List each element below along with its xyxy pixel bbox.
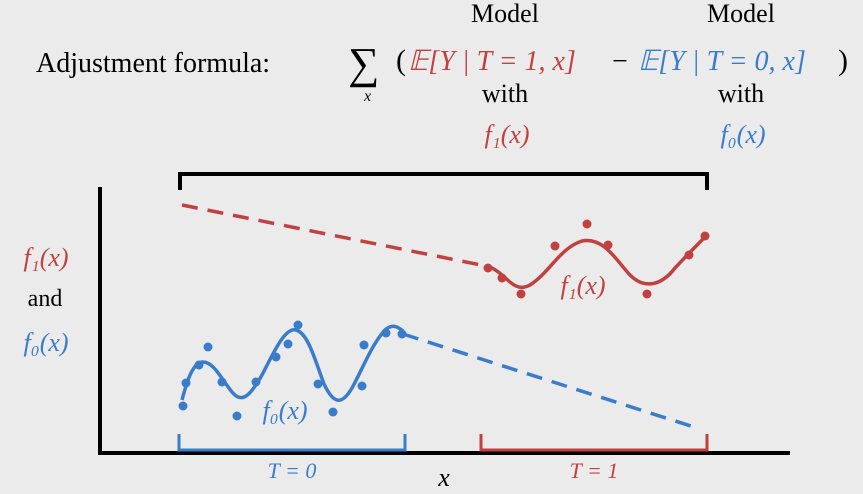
f0-point: [271, 352, 281, 362]
f1-extrapolation-dashed: [181, 203, 487, 268]
control-expectation: 𝔼[Y | T = 0, x]: [638, 46, 806, 77]
f0-point: [357, 381, 367, 391]
f0-point: [178, 401, 188, 411]
control-group-label: T = 0: [268, 458, 317, 483]
f0-point: [397, 329, 407, 339]
f0-point: [251, 377, 261, 387]
model-word-treated: Model: [471, 0, 539, 28]
f0-point: [328, 407, 338, 417]
f0-point: [232, 411, 242, 421]
with-word-treated: with: [482, 79, 528, 108]
f0-fitted-curve: [180, 324, 405, 402]
f1-data-points: [483, 219, 710, 299]
sum-index: x: [363, 88, 371, 105]
model-f1-label: f₁(x): [484, 120, 529, 149]
f0-point: [381, 328, 391, 338]
f1-point: [516, 289, 526, 299]
y-axis-label-and: and: [28, 286, 63, 312]
f1-point: [582, 219, 592, 229]
f0-point: [313, 379, 323, 389]
formula-label: Adjustment formula:: [36, 48, 270, 79]
f0-data-points: [178, 320, 407, 421]
x-axis-label: x: [437, 463, 450, 492]
f0-point: [194, 360, 204, 370]
f0-point: [217, 377, 227, 387]
close-paren: ): [838, 44, 848, 77]
f0-point: [283, 339, 293, 349]
sum-range-bracket: [178, 172, 709, 190]
y-axis-label-f0: f₀(x): [23, 328, 68, 357]
control-group-bracket: [177, 434, 407, 452]
f0-curve-label: f₀(x): [262, 396, 307, 425]
y-axis-label-f1: f₁(x): [23, 243, 68, 272]
f1-curve-label: f₁(x): [560, 271, 605, 300]
f0-point: [293, 320, 303, 330]
f1-point: [700, 231, 710, 241]
f0-point: [203, 342, 213, 352]
f1-fitted-curve: [485, 234, 708, 289]
model-word-control: Model: [707, 0, 775, 28]
f1-point: [642, 289, 652, 299]
treated-group-bracket: [479, 434, 709, 452]
f0-extrapolation-dashed: [402, 332, 698, 430]
model-f0-label: f₀(x): [720, 120, 765, 149]
f1-point: [483, 263, 493, 273]
minus-sign: −: [612, 46, 628, 77]
treated-expectation: 𝔼[Y | T = 1, x]: [408, 46, 576, 77]
open-paren: (: [396, 44, 406, 77]
with-word-control: with: [718, 79, 764, 108]
f1-point: [684, 250, 694, 260]
sum-symbol: ∑: [348, 39, 379, 88]
f0-point: [181, 378, 191, 388]
f1-point: [550, 241, 560, 251]
f1-point: [497, 273, 507, 283]
f1-point: [603, 240, 613, 250]
treated-group-label: T = 1: [570, 458, 619, 483]
f0-point: [359, 340, 369, 350]
